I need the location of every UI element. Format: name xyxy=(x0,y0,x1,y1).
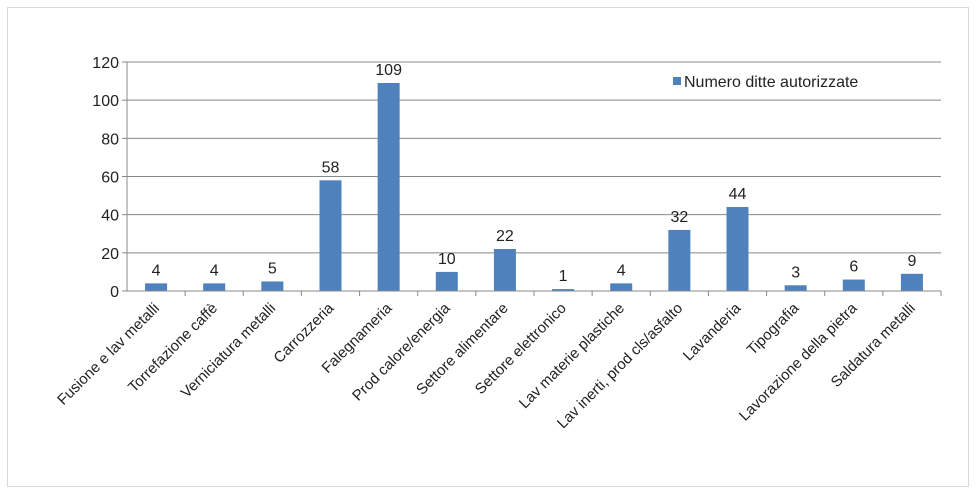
data-label: 5 xyxy=(268,260,277,277)
data-label: 9 xyxy=(907,253,916,270)
data-label: 22 xyxy=(496,228,514,245)
y-tick-label: 80 xyxy=(101,131,119,148)
y-tick-label: 60 xyxy=(101,170,119,187)
y-tick-label: 0 xyxy=(110,284,119,301)
bar xyxy=(784,285,807,291)
x-tick-label: Tipografia xyxy=(744,299,803,358)
y-tick-label: 20 xyxy=(101,246,119,263)
data-label: 32 xyxy=(670,209,688,226)
bar xyxy=(203,283,226,291)
grid-lines xyxy=(127,61,941,254)
legend-swatch xyxy=(673,77,681,85)
bar xyxy=(377,82,400,291)
data-label: 3 xyxy=(791,264,800,281)
data-label: 109 xyxy=(375,62,402,79)
y-tick-label: 40 xyxy=(101,208,119,225)
x-tick-label: Lavanderia xyxy=(680,299,745,364)
bar xyxy=(552,289,575,291)
data-label: 10 xyxy=(438,251,456,268)
bar xyxy=(842,279,865,291)
x-tick-label: Prod calore/energia xyxy=(349,299,454,404)
bar xyxy=(435,271,458,291)
legend: Numero ditte autorizzate xyxy=(673,74,858,91)
bar xyxy=(319,180,342,291)
bar xyxy=(726,207,749,291)
x-tick-label: Lav materie plastiche xyxy=(516,300,628,412)
data-label: 6 xyxy=(849,259,858,276)
x-tick-label: Fusione e lav metalli xyxy=(54,300,163,409)
bars xyxy=(145,82,923,291)
data-label: 4 xyxy=(617,262,626,279)
bar xyxy=(610,283,633,291)
chart-frame: 0 20 40 60 80 100 120 Fusione e lav metalli Torr… xyxy=(7,7,969,487)
bar xyxy=(261,281,284,291)
data-label: 4 xyxy=(210,262,219,279)
data-label: 44 xyxy=(729,186,747,203)
x-tick-label: Lavorazione della pietra xyxy=(736,299,861,424)
legend-label: Numero ditte autorizzate xyxy=(684,74,858,91)
bar xyxy=(145,283,168,291)
data-label: 58 xyxy=(322,159,340,176)
y-tick-label: 120 xyxy=(92,55,119,72)
bar xyxy=(900,273,923,291)
y-tick-label: 100 xyxy=(92,93,119,110)
bar xyxy=(493,249,516,291)
data-label: 1 xyxy=(559,268,568,285)
data-label: 4 xyxy=(152,262,161,279)
bar xyxy=(668,229,691,291)
